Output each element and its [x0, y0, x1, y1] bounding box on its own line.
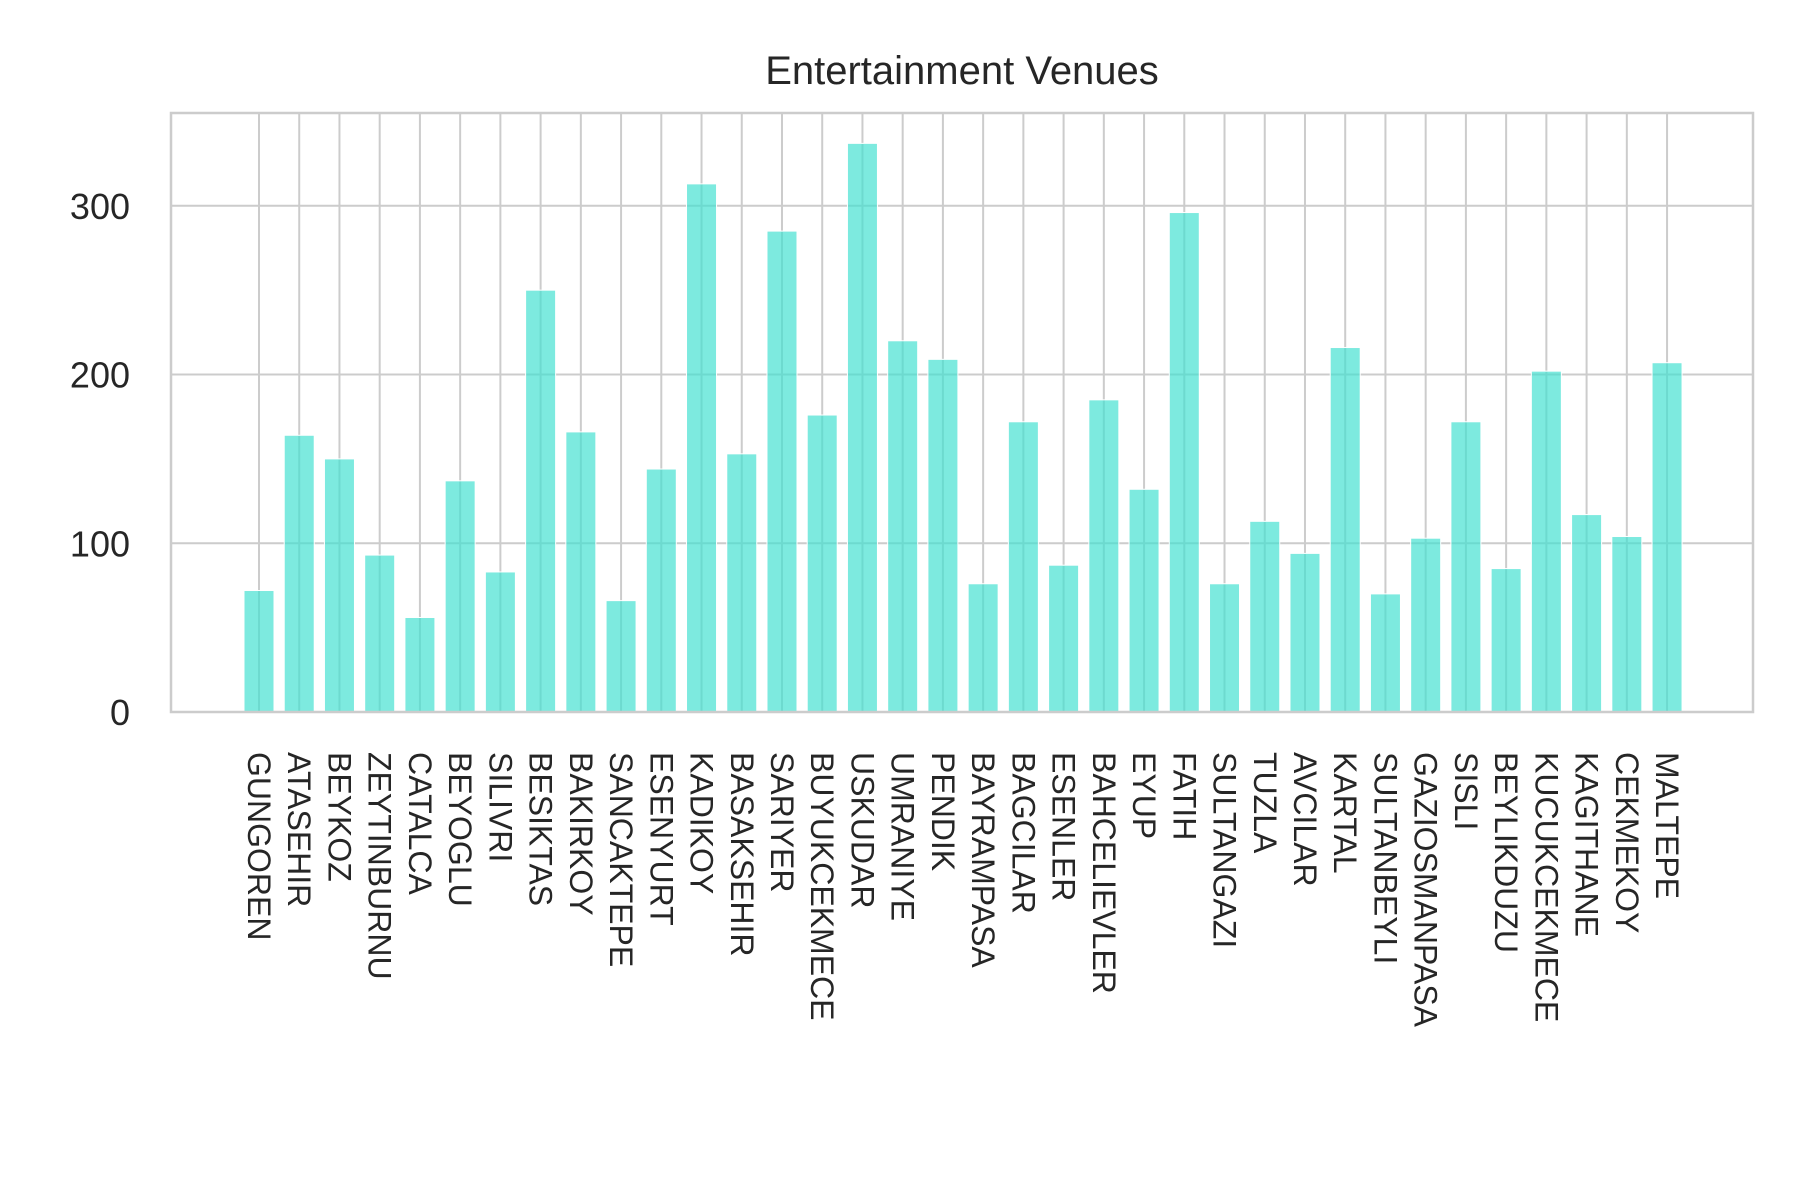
x-tick-label: BEYLIKDUZU — [1488, 752, 1524, 953]
x-tick-label: BUYUKCEKMECE — [804, 752, 840, 1021]
bar-esenyurt — [645, 468, 677, 713]
bar-sultangazi — [1209, 583, 1241, 713]
bar-zeytinburnu — [364, 554, 396, 713]
bar-kartal — [1329, 347, 1361, 713]
x-tick-label: SANCAKTEPE — [603, 752, 639, 967]
bar-esenler — [1048, 564, 1080, 713]
x-tick-label: KARTAL — [1327, 752, 1363, 874]
bar-kucukcekmece — [1530, 370, 1562, 713]
bar-bakirkoy — [565, 431, 597, 713]
bar-umraniye — [887, 340, 919, 713]
bar-besiktas — [525, 289, 557, 713]
bar-buyukcekmece — [806, 414, 838, 713]
bar-pendik — [927, 358, 959, 713]
x-tick-label: USKUDAR — [844, 752, 880, 908]
bar-gungoren — [243, 590, 275, 713]
bar-bayrampasa — [967, 583, 999, 713]
x-tick-label: SULTANGAZI — [1207, 752, 1243, 948]
x-tick-label: UMRANIYE — [885, 752, 921, 921]
bar-catalca — [404, 617, 436, 713]
bar-kagithane — [1571, 514, 1603, 713]
x-tick-label: AVCILAR — [1287, 752, 1323, 887]
x-tick-label: GUNGOREN — [241, 752, 277, 940]
x-tick-label: GAZIOSMANPASA — [1408, 752, 1444, 1028]
bar-maltepe — [1651, 362, 1683, 713]
x-tick-label: BEYOGLU — [442, 752, 478, 907]
chart-title: Entertainment Venues — [765, 49, 1159, 93]
x-tick-label: PENDIK — [925, 752, 961, 871]
bars — [243, 142, 1683, 713]
x-tick-label: SILIVRI — [482, 752, 518, 862]
x-tick-label: BESIKTAS — [523, 752, 559, 906]
x-tick-label: ZEYTINBURNU — [362, 752, 398, 980]
bar-bahcelievler — [1088, 399, 1120, 713]
x-tick-label: BAGCILAR — [1005, 752, 1041, 914]
x-tick-label: BEYKOZ — [321, 752, 357, 882]
bar-fatih — [1168, 212, 1200, 713]
bar-sultanbeyli — [1369, 593, 1401, 713]
x-tick-label: ATASEHIR — [281, 752, 317, 907]
x-tick-label: ESENYURT — [643, 752, 679, 926]
x-axis-ticks: GUNGOREN ATASEHIR BEYKOZ ZEYTINBURNU CATALCA… — [241, 752, 1685, 1028]
x-tick-label: MALTEPE — [1649, 752, 1685, 899]
bar-uskudar — [846, 142, 878, 713]
bar-basaksehir — [726, 453, 758, 713]
x-tick-label: KUCUKCEKMECE — [1528, 752, 1564, 1022]
bar-avcilar — [1289, 552, 1321, 713]
bar-gaziosmanpasa — [1410, 537, 1442, 713]
bar-atasehir — [283, 434, 315, 713]
x-tick-label: KAGITHANE — [1569, 752, 1605, 937]
x-tick-label: FATIH — [1166, 752, 1202, 840]
bar-beyoglu — [444, 480, 476, 713]
y-tick-label: 300 — [70, 186, 130, 227]
x-tick-label: ESENLER — [1046, 752, 1082, 901]
x-tick-label: EYUP — [1126, 752, 1162, 839]
bar-sancaktepe — [605, 600, 637, 713]
y-tick-label: 200 — [70, 355, 130, 396]
bar-sariyer — [766, 230, 798, 713]
x-tick-label: SULTANBEYLI — [1367, 752, 1403, 964]
x-tick-label: BASAKSEHIR — [724, 752, 760, 957]
y-tick-label: 0 — [110, 692, 130, 733]
x-tick-label: TUZLA — [1247, 752, 1283, 854]
bar-eyup — [1128, 488, 1160, 713]
bar-bagcilar — [1007, 421, 1039, 713]
y-tick-label: 100 — [70, 523, 130, 564]
plot-frame — [169, 111, 1755, 714]
bar-sisli — [1450, 421, 1482, 713]
x-tick-label: BAKIRKOY — [563, 752, 599, 916]
x-tick-label: BAHCELIEVLER — [1086, 752, 1122, 994]
x-tick-label: CEKMEKOY — [1609, 752, 1645, 933]
bar-beykoz — [323, 458, 355, 713]
y-axis-ticks: 0 100 200 300 — [70, 186, 130, 733]
x-tick-label: BAYRAMPASA — [965, 752, 1001, 968]
bar-kadikoy — [686, 183, 718, 713]
bar-cekmekoy — [1611, 536, 1643, 713]
x-tick-label: SISLI — [1448, 752, 1484, 830]
x-tick-label: KADIKOY — [684, 752, 720, 894]
x-tick-label: CATALCA — [402, 752, 438, 896]
bar-beylikduzu — [1490, 568, 1522, 713]
bar-silivri — [484, 571, 516, 713]
x-tick-label: SARIYER — [764, 752, 800, 892]
bar-tuzla — [1249, 520, 1281, 713]
